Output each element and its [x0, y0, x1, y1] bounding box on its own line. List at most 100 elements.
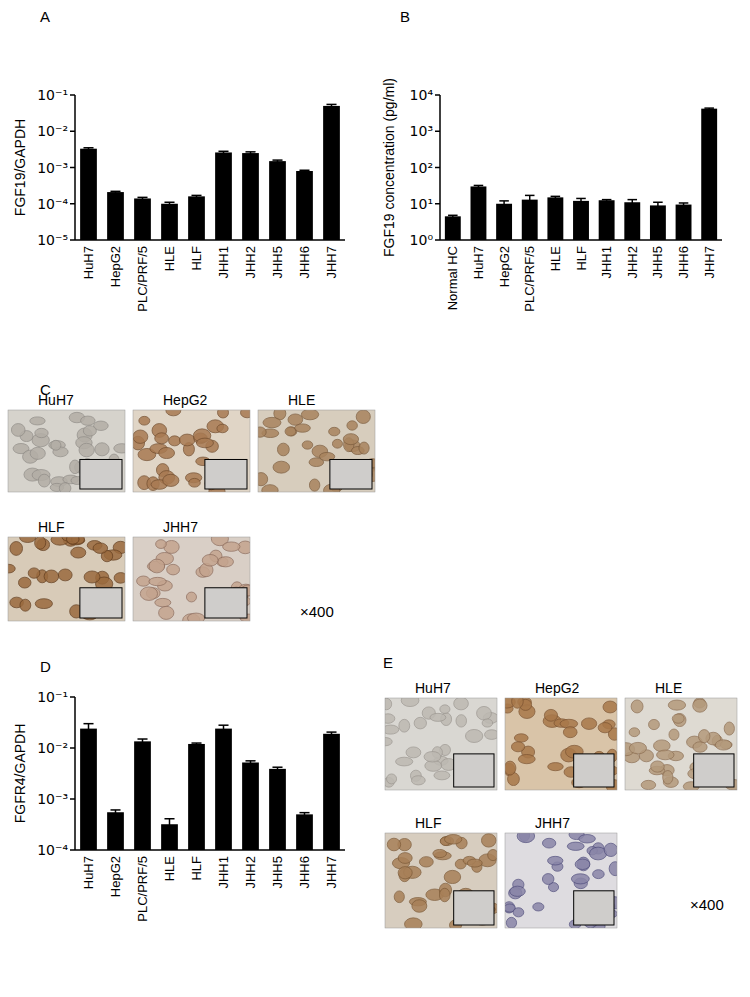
bar — [573, 201, 589, 240]
y-tick — [70, 203, 75, 205]
micrograph — [385, 698, 497, 790]
cell — [156, 540, 167, 549]
category-label: JHH1 — [216, 246, 231, 279]
cell — [506, 917, 516, 928]
chart: AHuH7HepG2PLC/PRF/5HLEHLFJHH1JHH2JHH5JHH… — [12, 8, 345, 312]
bars — [80, 104, 340, 240]
bar — [650, 205, 666, 240]
micrograph — [385, 833, 497, 928]
y-tick — [70, 131, 75, 133]
bar — [445, 216, 461, 240]
error-cap — [137, 197, 147, 199]
y-tick-label: 10⁻² — [37, 740, 68, 756]
category-label: HLF — [574, 246, 589, 271]
cell — [465, 729, 482, 742]
cell — [533, 903, 544, 911]
micrograph-bg — [8, 410, 125, 492]
error-cap — [326, 731, 336, 733]
cell — [668, 700, 685, 710]
cell — [396, 757, 413, 766]
cell — [512, 698, 524, 708]
cell — [424, 752, 441, 762]
bars — [80, 724, 340, 850]
error-bar — [299, 170, 309, 172]
y-tick — [435, 203, 440, 205]
cell — [401, 698, 419, 707]
inset — [80, 459, 122, 489]
cell — [629, 728, 640, 737]
y-tick-label: 10¹ — [410, 196, 433, 212]
cell — [518, 754, 535, 763]
error-cap — [576, 198, 586, 200]
inset — [694, 754, 734, 787]
cell — [575, 859, 590, 869]
y-tick-label: 10⁻³ — [37, 791, 68, 807]
cell — [137, 576, 151, 586]
cell — [542, 838, 555, 848]
cell — [163, 474, 179, 486]
category-label: JHH5 — [270, 856, 285, 889]
cell — [329, 427, 340, 436]
cell — [179, 434, 195, 446]
image-label: HuH7 — [415, 680, 451, 696]
category-label: JHH5 — [270, 246, 285, 279]
cell — [114, 444, 125, 453]
category-label: HuH7 — [81, 856, 96, 889]
y-tick — [70, 798, 75, 800]
cell — [218, 557, 234, 567]
cell — [631, 700, 643, 713]
cell — [20, 599, 31, 611]
category-label: JHH2 — [243, 246, 258, 279]
y-tick-label: 10⁻⁴ — [37, 842, 68, 858]
cell — [59, 483, 71, 492]
micrograph-frame — [133, 410, 250, 492]
error-bar — [110, 810, 120, 815]
error-cap — [299, 812, 309, 814]
error-bar — [164, 819, 174, 832]
cell — [58, 569, 72, 581]
error-bar — [83, 724, 93, 735]
y-tick-label: 10⁻¹ — [37, 87, 68, 103]
bar — [701, 109, 717, 240]
bar — [676, 205, 692, 240]
cell — [347, 421, 358, 430]
error-bar — [164, 202, 174, 205]
category-label: HepG2 — [108, 246, 123, 287]
bar — [547, 197, 563, 240]
micrograph-frame — [8, 537, 125, 621]
cell — [385, 698, 392, 709]
error-line — [529, 195, 531, 205]
cell — [629, 742, 646, 754]
micrograph-panel: EHuH7HepG2HLEHLFJHH7×400 — [378, 654, 742, 933]
panel-label: D — [40, 658, 51, 675]
bar — [80, 149, 97, 240]
cell — [406, 747, 421, 758]
cell — [724, 722, 734, 735]
cell — [273, 461, 290, 473]
cell — [544, 709, 557, 721]
bar — [599, 200, 615, 240]
image-label: JHH7 — [163, 519, 198, 535]
bar — [242, 153, 259, 240]
micrograph-frame — [625, 698, 737, 790]
error-cap — [164, 818, 174, 820]
chart: DHuH7HepG2PLC/PRF/5HLEHLFJHH1JHH2JHH5JHH… — [12, 658, 345, 922]
cell — [411, 776, 425, 785]
error-cap — [164, 201, 174, 203]
category-label: PLC/PRF/5 — [135, 856, 150, 922]
cell — [155, 433, 169, 444]
cell — [414, 717, 426, 729]
cell — [35, 599, 52, 609]
bar — [107, 192, 124, 240]
error-cap — [653, 201, 663, 203]
cell — [218, 410, 229, 418]
figure: AHuH7HepG2PLC/PRF/5HLEHLFJHH1JHH2JHH5JHH… — [0, 0, 750, 997]
inset — [454, 891, 494, 925]
cell — [548, 763, 563, 771]
cell — [651, 761, 665, 772]
error-cap — [272, 766, 282, 768]
micrograph-frame — [385, 698, 497, 790]
y-tick — [435, 94, 440, 96]
error-bar — [83, 148, 93, 150]
micrograph — [133, 410, 250, 492]
